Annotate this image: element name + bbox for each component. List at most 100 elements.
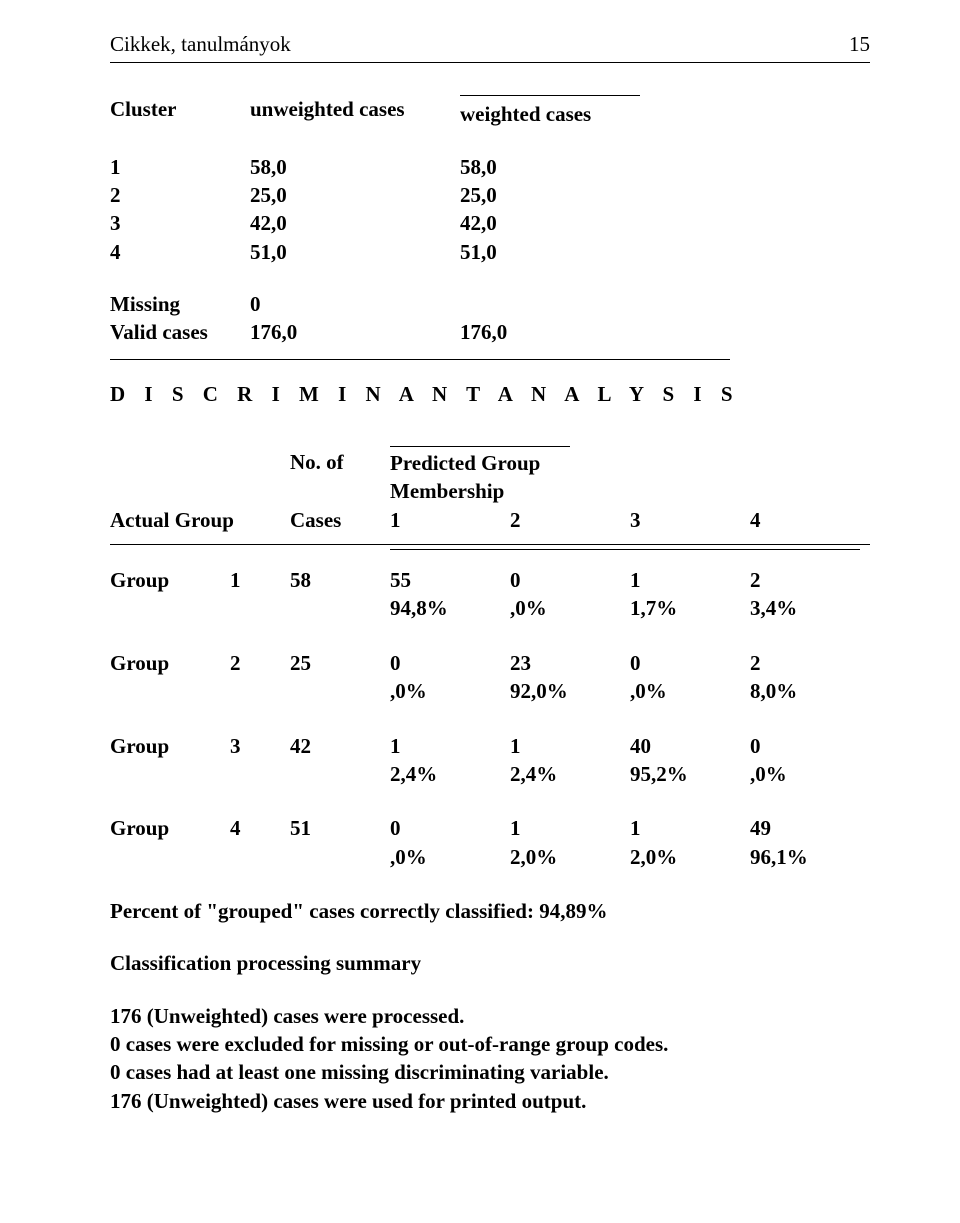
group-pct: 2,0%	[630, 843, 750, 871]
page-header: Cikkek, tanulmányok 15	[110, 30, 870, 63]
cluster-rows: 1 58,0 58,0 2 25,0 25,0 3 42,0 42,0 4 51…	[110, 153, 870, 266]
cluster-id: 3	[110, 209, 250, 237]
table-row: 4 51,0 51,0	[110, 238, 870, 266]
group-index: 1	[230, 566, 290, 594]
group-row-2: Group 2 25 0 23 0 2 ,0% 92,0% ,0% 8,0%	[110, 649, 870, 706]
group-val: 1	[630, 814, 750, 842]
valid-label: Valid cases	[110, 318, 250, 346]
group-pct: 2,4%	[390, 760, 510, 788]
group-pct: 94,8%	[390, 594, 510, 622]
group-val: 1	[510, 814, 630, 842]
body-text: Percent of "grouped" cases correctly cla…	[110, 897, 870, 1115]
cluster-table-header: Cluster unweighted cases weighted cases	[110, 95, 870, 128]
group-percents: 2,4% 2,4% 95,2% ,0%	[110, 760, 870, 788]
group-pct: 8,0%	[750, 677, 870, 705]
spacer	[290, 760, 390, 788]
spacer	[290, 843, 390, 871]
group-val: 0	[510, 566, 630, 594]
spacer	[290, 677, 390, 705]
table-row: 3 42,0 42,0	[110, 209, 870, 237]
group-cases: 58	[290, 566, 390, 594]
group-index: 2	[230, 649, 290, 677]
group-val: 40	[630, 732, 750, 760]
summary-title: Classification processing summary	[110, 949, 870, 977]
actual-label: Actual Group	[110, 506, 290, 534]
cluster-w: 25,0	[460, 181, 640, 209]
group-pct: ,0%	[750, 760, 870, 788]
group-cases: 51	[290, 814, 390, 842]
group-values: Group 4 51 0 1 1 49	[110, 814, 870, 842]
group-pct: ,0%	[390, 677, 510, 705]
cluster-unw: 42,0	[250, 209, 460, 237]
spacer	[110, 594, 230, 622]
table-row: 2 25,0 25,0	[110, 181, 870, 209]
group-val: 1	[390, 732, 510, 760]
group-pct: ,0%	[630, 677, 750, 705]
cluster-unw: 25,0	[250, 181, 460, 209]
spacer	[110, 760, 230, 788]
cluster-w: 42,0	[460, 209, 640, 237]
spacer	[110, 448, 290, 506]
col-header-cluster: Cluster	[110, 95, 250, 128]
cluster-id: 1	[110, 153, 250, 181]
col-3: 3	[630, 506, 750, 534]
group-pct: 95,2%	[630, 760, 750, 788]
valid-unw: 176,0	[250, 318, 460, 346]
valid-row: Valid cases 176,0 176,0	[110, 318, 870, 346]
sub-divider	[390, 549, 860, 550]
page: Cikkek, tanulmányok 15 Cluster unweighte…	[0, 0, 960, 1223]
group-pct: 96,1%	[750, 843, 870, 871]
cluster-w: 51,0	[460, 238, 640, 266]
group-val: 0	[390, 814, 510, 842]
spacer	[230, 594, 290, 622]
group-index: 4	[230, 814, 290, 842]
discriminant-title: D I S C R I M I N A N T A N A L Y S I S	[110, 380, 870, 408]
group-values: Group 2 25 0 23 0 2	[110, 649, 870, 677]
group-pct: 2,0%	[510, 843, 630, 871]
summary-lines: 176 (Unweighted) cases were processed. 0…	[110, 1002, 870, 1115]
group-index: 3	[230, 732, 290, 760]
group-row-3: Group 3 42 1 1 40 0 2,4% 2,4% 95,2% ,0%	[110, 732, 870, 789]
col-header-weighted: weighted cases	[460, 95, 640, 128]
summary-line: 0 cases were excluded for missing or out…	[110, 1030, 870, 1058]
col-header-unweighted: unweighted cases	[250, 95, 460, 128]
spacer	[110, 677, 230, 705]
group-percents: 94,8% ,0% 1,7% 3,4%	[110, 594, 870, 622]
group-label: Group	[110, 732, 230, 760]
group-pct: ,0%	[510, 594, 630, 622]
missing-label: Missing	[110, 290, 250, 318]
spacer	[290, 594, 390, 622]
pred-header-row2: Actual Group Cases 1 2 3 4	[110, 506, 870, 545]
cases-label: Cases	[290, 506, 390, 534]
header-title: Cikkek, tanulmányok	[110, 30, 291, 58]
group-pct: 1,7%	[630, 594, 750, 622]
group-label: Group	[110, 566, 230, 594]
cluster-unw: 58,0	[250, 153, 460, 181]
group-val: 0	[390, 649, 510, 677]
divider	[110, 359, 730, 360]
pred-header-row1: No. of Predicted Group Membership	[110, 448, 870, 506]
group-val: 0	[750, 732, 870, 760]
group-val: 1	[510, 732, 630, 760]
spacer	[110, 843, 230, 871]
page-number: 15	[849, 30, 870, 58]
group-pct: 92,0%	[510, 677, 630, 705]
group-val: 1	[630, 566, 750, 594]
group-pct: ,0%	[390, 843, 510, 871]
group-pct: 3,4%	[750, 594, 870, 622]
no-of-label: No. of	[290, 448, 390, 506]
cluster-id: 2	[110, 181, 250, 209]
table-row: 1 58,0 58,0	[110, 153, 870, 181]
col-1: 1	[390, 506, 510, 534]
spacer	[230, 843, 290, 871]
valid-w: 176,0	[460, 318, 640, 346]
group-val: 49	[750, 814, 870, 842]
group-row-1: Group 1 58 55 0 1 2 94,8% ,0% 1,7% 3,4%	[110, 566, 870, 623]
group-cases: 25	[290, 649, 390, 677]
group-label: Group	[110, 814, 230, 842]
percent-correct: Percent of "grouped" cases correctly cla…	[110, 897, 870, 925]
group-percents: ,0% 92,0% ,0% 8,0%	[110, 677, 870, 705]
group-pct: 2,4%	[510, 760, 630, 788]
group-val: 2	[750, 566, 870, 594]
group-percents: ,0% 2,0% 2,0% 96,1%	[110, 843, 870, 871]
